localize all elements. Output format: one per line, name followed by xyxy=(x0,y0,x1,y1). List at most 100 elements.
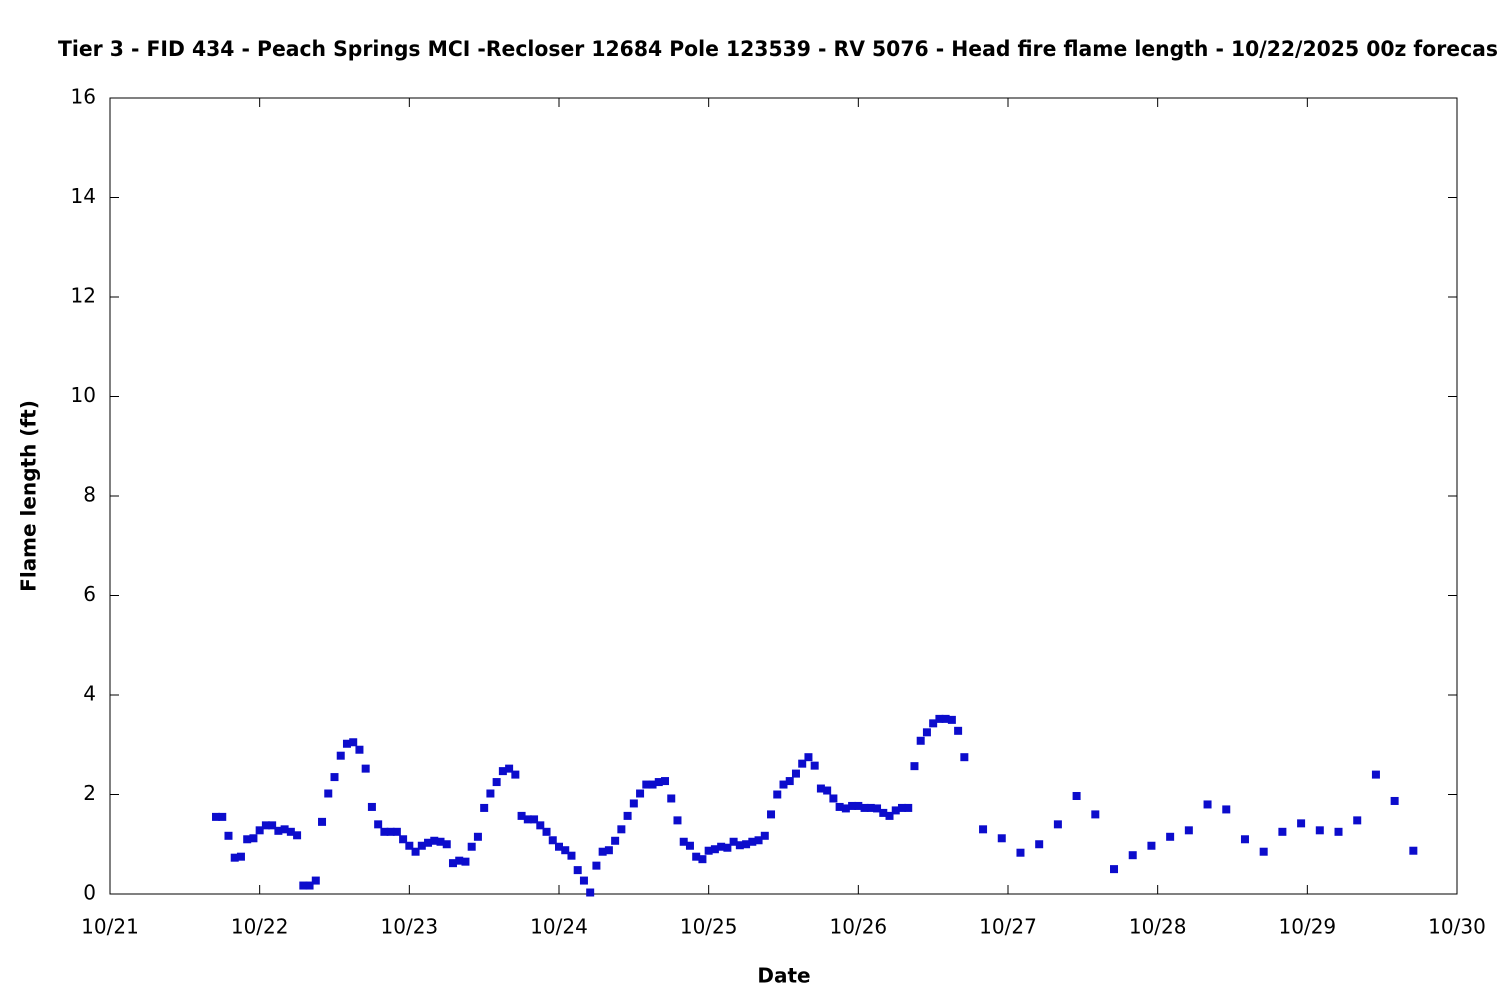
point xyxy=(380,827,389,836)
y-tick-label: 12 xyxy=(71,284,96,308)
point xyxy=(1315,826,1324,835)
plot-frame xyxy=(109,97,1458,895)
y-tick-label: 0 xyxy=(83,881,96,905)
point xyxy=(841,804,850,813)
point xyxy=(448,859,457,868)
point xyxy=(218,812,227,821)
point xyxy=(480,803,489,812)
y-tick-label: 4 xyxy=(83,682,96,706)
point xyxy=(904,803,913,812)
point xyxy=(929,719,938,728)
point xyxy=(293,831,302,840)
point xyxy=(717,842,726,851)
point xyxy=(1147,841,1156,850)
point xyxy=(212,812,221,821)
point xyxy=(1278,827,1287,836)
point xyxy=(698,855,707,864)
point xyxy=(311,876,320,885)
point xyxy=(424,838,433,847)
point xyxy=(791,769,800,778)
point xyxy=(567,851,576,860)
point xyxy=(386,827,395,836)
x-tick-label: 10/25 xyxy=(680,915,738,939)
point xyxy=(879,808,888,817)
point xyxy=(723,843,732,852)
point xyxy=(579,876,588,885)
point xyxy=(910,762,919,771)
point xyxy=(866,803,875,812)
point xyxy=(947,715,956,724)
point xyxy=(224,831,233,840)
point xyxy=(1035,840,1044,849)
point xyxy=(1016,848,1025,857)
point xyxy=(767,810,776,819)
point xyxy=(735,841,744,850)
point xyxy=(536,821,545,830)
point xyxy=(636,789,645,798)
point xyxy=(286,827,295,836)
point xyxy=(760,831,769,840)
point xyxy=(617,825,626,834)
point xyxy=(299,881,308,890)
point xyxy=(1166,832,1175,841)
point xyxy=(848,801,857,810)
point xyxy=(692,852,701,861)
point xyxy=(498,767,507,776)
point xyxy=(280,825,289,834)
point xyxy=(430,836,439,845)
point xyxy=(960,753,969,762)
point xyxy=(1371,770,1380,779)
chart-title: Tier 3 - FID 434 - Peach Springs MCI -Re… xyxy=(58,37,1498,61)
point xyxy=(1128,851,1137,860)
point xyxy=(997,834,1006,843)
point xyxy=(274,826,283,835)
point xyxy=(648,780,657,789)
point xyxy=(673,816,682,825)
point xyxy=(361,764,370,773)
point xyxy=(604,846,613,855)
point xyxy=(511,770,520,779)
point xyxy=(685,841,694,850)
point xyxy=(860,803,869,812)
x-tick-label: 10/28 xyxy=(1129,915,1187,939)
point xyxy=(442,840,451,849)
point xyxy=(467,842,476,851)
point xyxy=(642,780,651,789)
point xyxy=(1203,800,1212,809)
point xyxy=(1091,810,1100,819)
point xyxy=(804,753,813,762)
y-tick-label: 14 xyxy=(71,184,96,208)
point xyxy=(336,751,345,760)
point xyxy=(779,780,788,789)
point xyxy=(349,738,358,747)
point xyxy=(486,789,495,798)
point xyxy=(455,856,464,865)
point xyxy=(629,799,638,808)
point xyxy=(823,786,832,795)
point xyxy=(798,759,807,768)
x-tick-label: 10/21 xyxy=(81,915,139,939)
x-tick-label: 10/24 xyxy=(530,915,588,939)
point xyxy=(891,806,900,815)
point xyxy=(873,804,882,813)
point xyxy=(1297,819,1306,828)
x-tick-label: 10/22 xyxy=(231,915,289,939)
point xyxy=(517,811,526,820)
point xyxy=(922,728,931,737)
point xyxy=(461,857,470,866)
point xyxy=(324,789,333,798)
point xyxy=(742,840,751,849)
x-tick-label: 10/29 xyxy=(1279,915,1337,939)
point xyxy=(810,761,819,770)
point xyxy=(710,845,719,854)
point xyxy=(754,836,763,845)
point xyxy=(854,801,863,810)
point xyxy=(530,815,539,824)
point xyxy=(243,835,252,844)
x-tick-label: 10/23 xyxy=(381,915,439,939)
point xyxy=(667,794,676,803)
point xyxy=(935,714,944,723)
x-axis-label: Date xyxy=(757,964,810,988)
point xyxy=(1390,796,1399,805)
point xyxy=(542,827,551,836)
